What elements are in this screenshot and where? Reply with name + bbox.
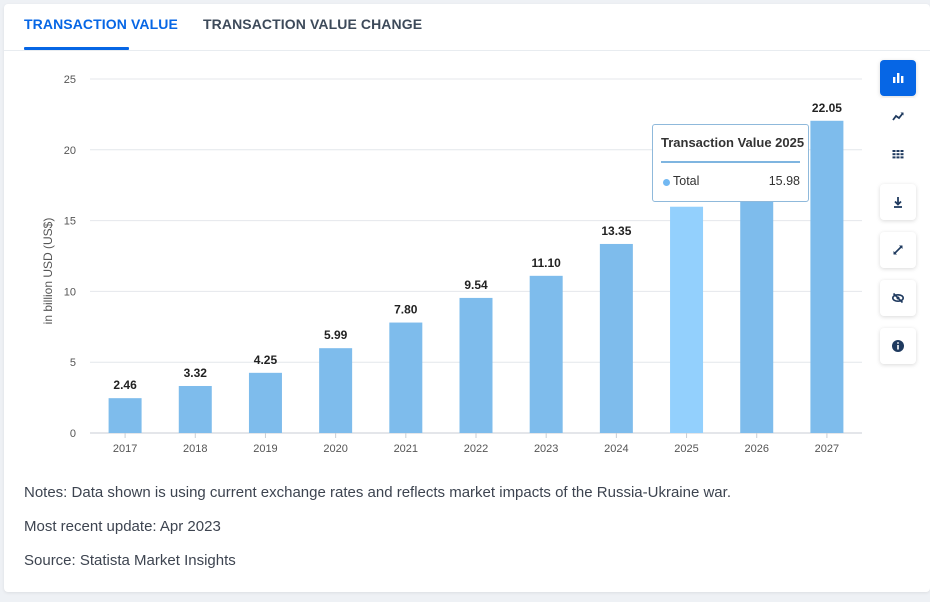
bar xyxy=(810,120,844,433)
chart-source: Source: Statista Market Insights xyxy=(24,552,236,569)
tooltip: Transaction Value 2025 Total 15.98 xyxy=(652,124,809,202)
table-icon xyxy=(892,150,904,159)
x-tick-label: 2026 xyxy=(744,443,768,455)
y-tick-label: 25 xyxy=(64,74,76,86)
tab-transaction-value-change[interactable]: TRANSACTION VALUE CHANGE xyxy=(203,16,423,32)
bar xyxy=(389,322,423,433)
data-label: 3.32 xyxy=(184,366,208,380)
x-tick-label: 2021 xyxy=(394,443,418,455)
data-label: 5.99 xyxy=(324,328,348,342)
y-axis-label: in billion USD (US$) xyxy=(41,217,55,325)
y-tick-label: 0 xyxy=(70,428,76,440)
x-tick-label: 2025 xyxy=(674,443,698,455)
bar xyxy=(248,372,282,433)
data-label: 11.10 xyxy=(531,256,561,270)
data-label: 2.46 xyxy=(113,378,137,392)
x-tick-label: 2022 xyxy=(464,443,488,455)
hide-icon xyxy=(892,292,904,304)
tooltip-series-label: Total xyxy=(673,174,700,188)
bar xyxy=(670,206,704,433)
data-label: 13.35 xyxy=(601,224,631,238)
x-tick-label: 2027 xyxy=(815,443,839,455)
tooltip-series-dot xyxy=(663,179,670,186)
line-chart-icon xyxy=(892,112,904,121)
x-tick-label: 2018 xyxy=(183,443,207,455)
bar xyxy=(599,243,633,433)
y-tick-label: 10 xyxy=(64,286,76,298)
line-chart-button[interactable] xyxy=(880,98,916,134)
y-tick-label: 5 xyxy=(70,357,76,369)
tooltip-title: Transaction Value 2025 xyxy=(661,135,805,150)
bar xyxy=(178,385,212,433)
x-tick-label: 2020 xyxy=(323,443,347,455)
x-tick-label: 2024 xyxy=(604,443,628,455)
tooltip-divider xyxy=(661,161,800,163)
tab-bar: TRANSACTION VALUE TRANSACTION VALUE CHAN… xyxy=(4,4,930,51)
x-tick-label: 2023 xyxy=(534,443,558,455)
bar-chart-button[interactable] xyxy=(880,60,916,96)
data-label: 9.54 xyxy=(464,278,488,292)
bar-chart: 051015202520172.4620183.3220194.2520205.… xyxy=(64,74,862,455)
y-tick-label: 15 xyxy=(64,216,76,228)
y-tick-label: 20 xyxy=(64,145,76,157)
bar xyxy=(529,275,563,433)
expand-icon xyxy=(893,245,903,255)
download-button[interactable] xyxy=(880,184,916,220)
active-tab-indicator xyxy=(24,47,129,50)
data-label: 22.05 xyxy=(812,101,842,115)
table-button[interactable] xyxy=(880,136,916,172)
chart-card: TRANSACTION VALUE TRANSACTION VALUE CHAN… xyxy=(4,4,930,592)
bar xyxy=(108,398,142,433)
bar xyxy=(319,348,353,433)
info-button[interactable] xyxy=(880,328,916,364)
chart-notes: Notes: Data shown is using current excha… xyxy=(24,484,731,501)
expand-button[interactable] xyxy=(880,232,916,268)
info-icon xyxy=(892,340,904,352)
download-icon xyxy=(894,197,902,208)
x-tick-label: 2019 xyxy=(253,443,277,455)
data-label: 7.80 xyxy=(394,303,418,317)
data-label: 4.25 xyxy=(254,353,278,367)
bar xyxy=(740,169,774,433)
bar xyxy=(459,297,493,433)
x-tick-label: 2017 xyxy=(113,443,137,455)
tab-transaction-value[interactable]: TRANSACTION VALUE xyxy=(24,16,178,32)
hide-button[interactable] xyxy=(880,280,916,316)
tooltip-series-value: 15.98 xyxy=(768,174,800,188)
bar-chart-icon xyxy=(893,73,904,83)
chart-update: Most recent update: Apr 2023 xyxy=(24,518,221,535)
